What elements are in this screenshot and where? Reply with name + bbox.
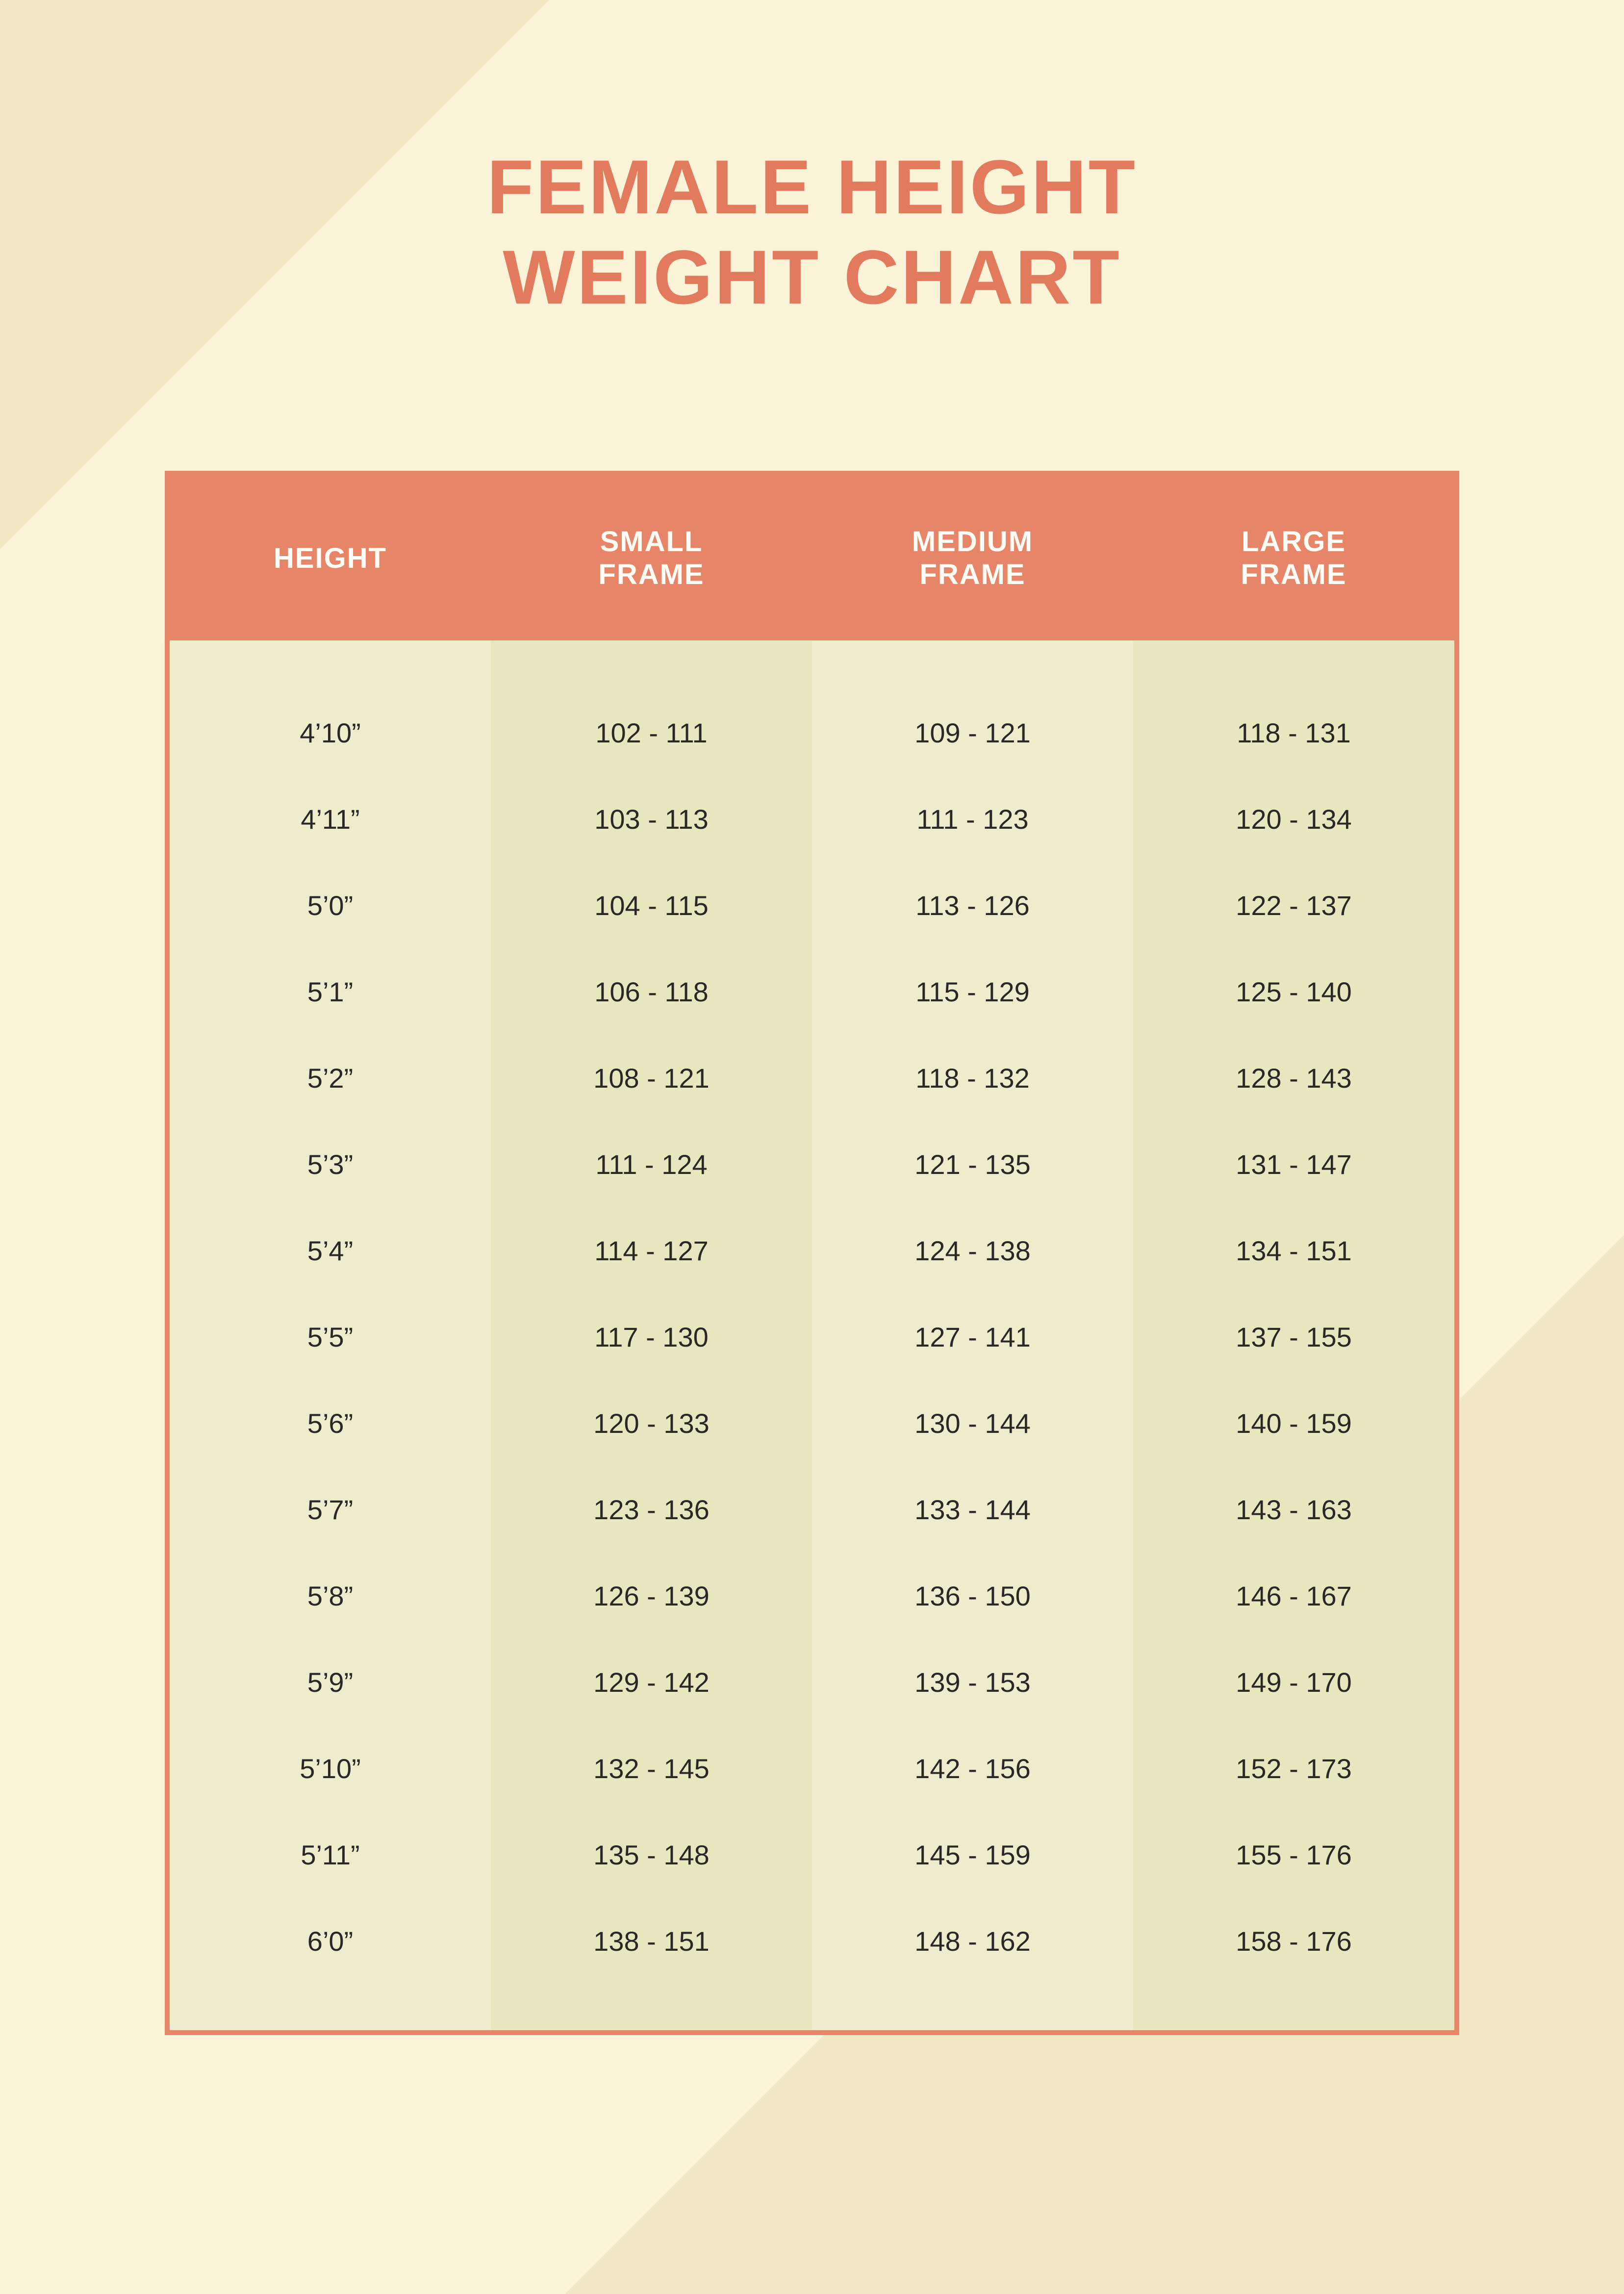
table-row-value: 128 - 143 [1133,1035,1454,1121]
table-row-height: 5’1” [170,948,491,1035]
table-row-value: 106 - 118 [491,948,812,1035]
page-title: FEMALE HEIGHT WEIGHT CHART [0,142,1624,323]
table-row-height: 5’9” [170,1639,491,1725]
table-row-height: 5’8” [170,1553,491,1639]
table-header-cell: MEDIUM FRAME [812,525,1133,591]
table-row-value: 137 - 155 [1133,1294,1454,1380]
table-row-value: 114 - 127 [491,1207,812,1294]
table-row-value: 113 - 126 [812,862,1133,948]
table-row-value: 117 - 130 [491,1294,812,1380]
table-row-value: 120 - 134 [1133,776,1454,862]
table-row-value: 146 - 167 [1133,1553,1454,1639]
table-row-value: 152 - 173 [1133,1725,1454,1811]
table-row-value: 134 - 151 [1133,1207,1454,1294]
table-row-value: 138 - 151 [491,1898,812,1984]
table-row-value: 129 - 142 [491,1639,812,1725]
table-row-value: 104 - 115 [491,862,812,948]
table-row-value: 115 - 129 [812,948,1133,1035]
table-row-value: 139 - 153 [812,1639,1133,1725]
table-row-value: 149 - 170 [1133,1639,1454,1725]
height-weight-table: HEIGHTSMALL FRAMEMEDIUM FRAMELARGE FRAME… [165,471,1459,2035]
table-row-value: 125 - 140 [1133,948,1454,1035]
table-row-value: 131 - 147 [1133,1121,1454,1207]
table-row-value: 111 - 123 [812,776,1133,862]
table-row-height: 4’10” [170,689,491,776]
table-row-value: 130 - 144 [812,1380,1133,1466]
table-row-value: 145 - 159 [812,1811,1133,1898]
table-row-height: 6’0” [170,1898,491,1984]
table-row-value: 148 - 162 [812,1898,1133,1984]
table-row-value: 124 - 138 [812,1207,1133,1294]
table-header-cell: SMALL FRAME [491,525,812,591]
table-row-height: 5’4” [170,1207,491,1294]
table-header-cell: LARGE FRAME [1133,525,1454,591]
table-row-value: 118 - 132 [812,1035,1133,1121]
table-row-value: 133 - 144 [812,1466,1133,1553]
table-row-value: 135 - 148 [491,1811,812,1898]
table-rows: 4’10”102 - 111109 - 121118 - 131 4’11”103… [170,689,1454,1984]
table-row-value: 103 - 113 [491,776,812,862]
table-row-value: 158 - 176 [1133,1898,1454,1984]
table-row-value: 109 - 121 [812,689,1133,776]
table-body: 4’10”102 - 111109 - 121118 - 131 4’11”103… [170,640,1454,2030]
table-row-value: 102 - 111 [491,689,812,776]
table-row-value: 126 - 139 [491,1553,812,1639]
table-row-value: 142 - 156 [812,1725,1133,1811]
table-row-value: 155 - 176 [1133,1811,1454,1898]
table-header-row: HEIGHTSMALL FRAMEMEDIUM FRAMELARGE FRAME [170,476,1454,640]
table-row-height: 5’11” [170,1811,491,1898]
table-row-value: 123 - 136 [491,1466,812,1553]
table-row-value: 136 - 150 [812,1553,1133,1639]
table-row-height: 5’10” [170,1725,491,1811]
table-header-cell: HEIGHT [170,542,491,575]
table-row-value: 121 - 135 [812,1121,1133,1207]
table-row-value: 140 - 159 [1133,1380,1454,1466]
table-row-value: 118 - 131 [1133,689,1454,776]
table-row-height: 5’2” [170,1035,491,1121]
table-row-value: 132 - 145 [491,1725,812,1811]
table-row-height: 5’5” [170,1294,491,1380]
table-row-value: 120 - 133 [491,1380,812,1466]
table-row-height: 5’7” [170,1466,491,1553]
table-row-height: 5’6” [170,1380,491,1466]
table-row-value: 108 - 121 [491,1035,812,1121]
table-row-height: 4’11” [170,776,491,862]
table-row-height: 5’0” [170,862,491,948]
table-row-height: 5’3” [170,1121,491,1207]
table-row-value: 143 - 163 [1133,1466,1454,1553]
table-row-value: 111 - 124 [491,1121,812,1207]
table-row-value: 127 - 141 [812,1294,1133,1380]
table-row-value: 122 - 137 [1133,862,1454,948]
